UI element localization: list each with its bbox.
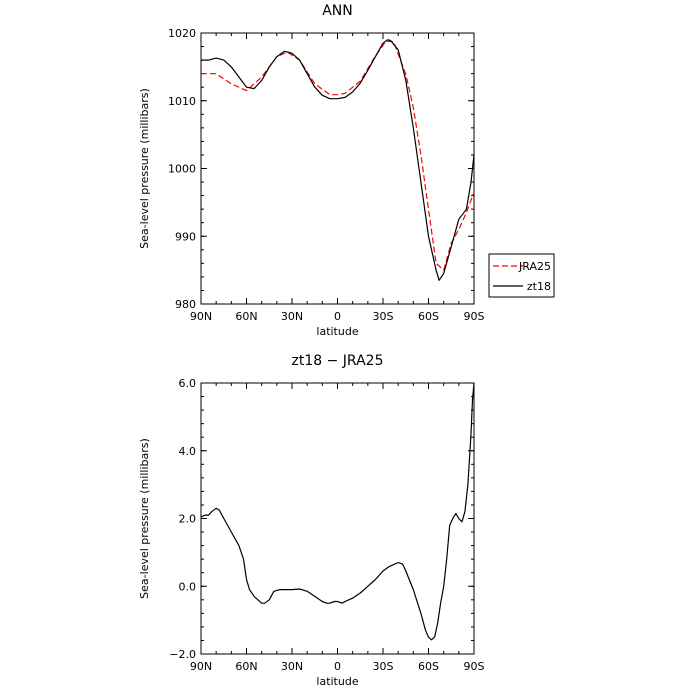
y-tick-label: −2.0 bbox=[169, 648, 196, 661]
y-axis-label: Sea-level pressure (millibars) bbox=[138, 438, 151, 599]
y-tick-label: 2.0 bbox=[179, 513, 197, 526]
x-tick-label: 60N bbox=[235, 310, 257, 323]
x-tick-label: 60N bbox=[235, 660, 257, 673]
y-tick-label: 1000 bbox=[168, 163, 196, 176]
y-tick-label: 1020 bbox=[168, 27, 196, 40]
plot-frame bbox=[200, 32, 475, 305]
x-tick-label: 60S bbox=[418, 660, 439, 673]
series-line-jra25 bbox=[201, 40, 475, 271]
x-tick-label: 30N bbox=[281, 660, 303, 673]
plot-frame bbox=[200, 382, 475, 655]
chart-1: ANN 90N 60N 30N 0 30S 60S 90S 980 990 1000 1010 1020… bbox=[138, 3, 555, 338]
x-tick-label: 90S bbox=[464, 310, 485, 323]
x-tick-label: 90S bbox=[464, 660, 485, 673]
y-tick-label: 4.0 bbox=[179, 445, 197, 458]
y-tick-label: 0.0 bbox=[179, 580, 197, 593]
chart-2: zt18 − JRA25 90N 60N 30N 0 30S 60S 90S −2.0 0.0 2.… bbox=[138, 353, 485, 688]
x-tick-label: 0 bbox=[334, 310, 341, 323]
y-axis-label: Sea-level pressure (millibars) bbox=[138, 88, 151, 249]
legend-label: JRA25 bbox=[518, 260, 551, 273]
legend-box bbox=[488, 253, 555, 298]
x-axis-label: latitude bbox=[316, 325, 358, 338]
legend: JRA25 zt18 bbox=[488, 253, 555, 298]
y-tick-label: 6.0 bbox=[179, 377, 197, 390]
x-tick-label: 60S bbox=[418, 310, 439, 323]
series-line-zt18 bbox=[201, 39, 475, 281]
legend-label: zt18 bbox=[527, 280, 551, 293]
x-tick-label: 0 bbox=[334, 660, 341, 673]
x-tick-label: 30N bbox=[281, 310, 303, 323]
x-tick-label: 90N bbox=[190, 660, 212, 673]
chart-title: zt18 − JRA25 bbox=[292, 353, 384, 369]
x-axis-label: latitude bbox=[316, 675, 358, 688]
chart-title: ANN bbox=[322, 3, 353, 19]
y-tick-label: 990 bbox=[175, 230, 196, 243]
y-tick-label: 980 bbox=[175, 298, 196, 311]
x-tick-label: 30S bbox=[373, 310, 394, 323]
x-tick-label: 90N bbox=[190, 310, 212, 323]
x-tick-label: 30S bbox=[373, 660, 394, 673]
y-tick-label: 1010 bbox=[168, 95, 196, 108]
series-line-difference bbox=[200, 382, 475, 641]
